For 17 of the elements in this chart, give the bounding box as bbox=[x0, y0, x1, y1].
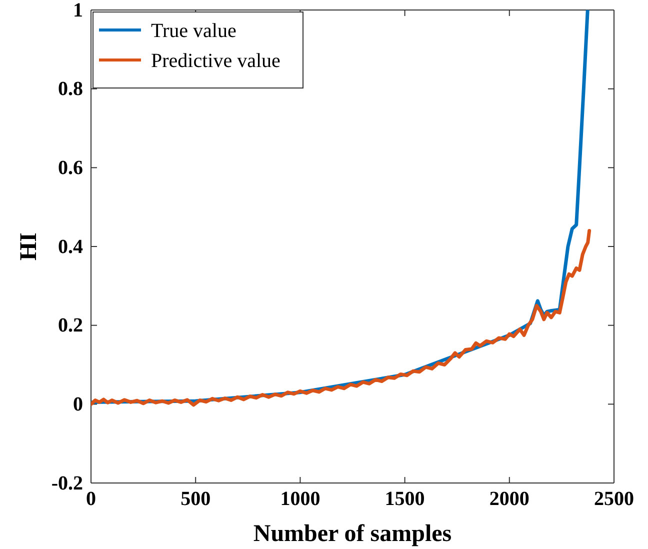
y-tick-label: 0.6 bbox=[58, 157, 83, 180]
x-tick-label: 2500 bbox=[594, 488, 634, 510]
y-tick-label: 0.8 bbox=[58, 78, 83, 100]
legend-label: Predictive value bbox=[151, 50, 281, 72]
x-tick-label: 1500 bbox=[384, 488, 425, 510]
line-series bbox=[91, 228, 592, 407]
y-tick-label: 1 bbox=[73, 0, 83, 22]
y-tick-label: -0.2 bbox=[51, 472, 83, 494]
y-tick-label: 0.2 bbox=[58, 314, 83, 337]
x-tick-label: 2000 bbox=[489, 488, 530, 510]
x-tick-label: 1000 bbox=[280, 488, 320, 510]
y-tick-label: 0.4 bbox=[58, 236, 83, 258]
x-tick-label: 500 bbox=[180, 488, 211, 510]
legend-label: True value bbox=[151, 20, 236, 42]
y-axis-title: HI bbox=[16, 232, 42, 261]
y-tick-label: 0 bbox=[73, 394, 83, 416]
x-axis-title: Number of samples bbox=[253, 521, 452, 547]
